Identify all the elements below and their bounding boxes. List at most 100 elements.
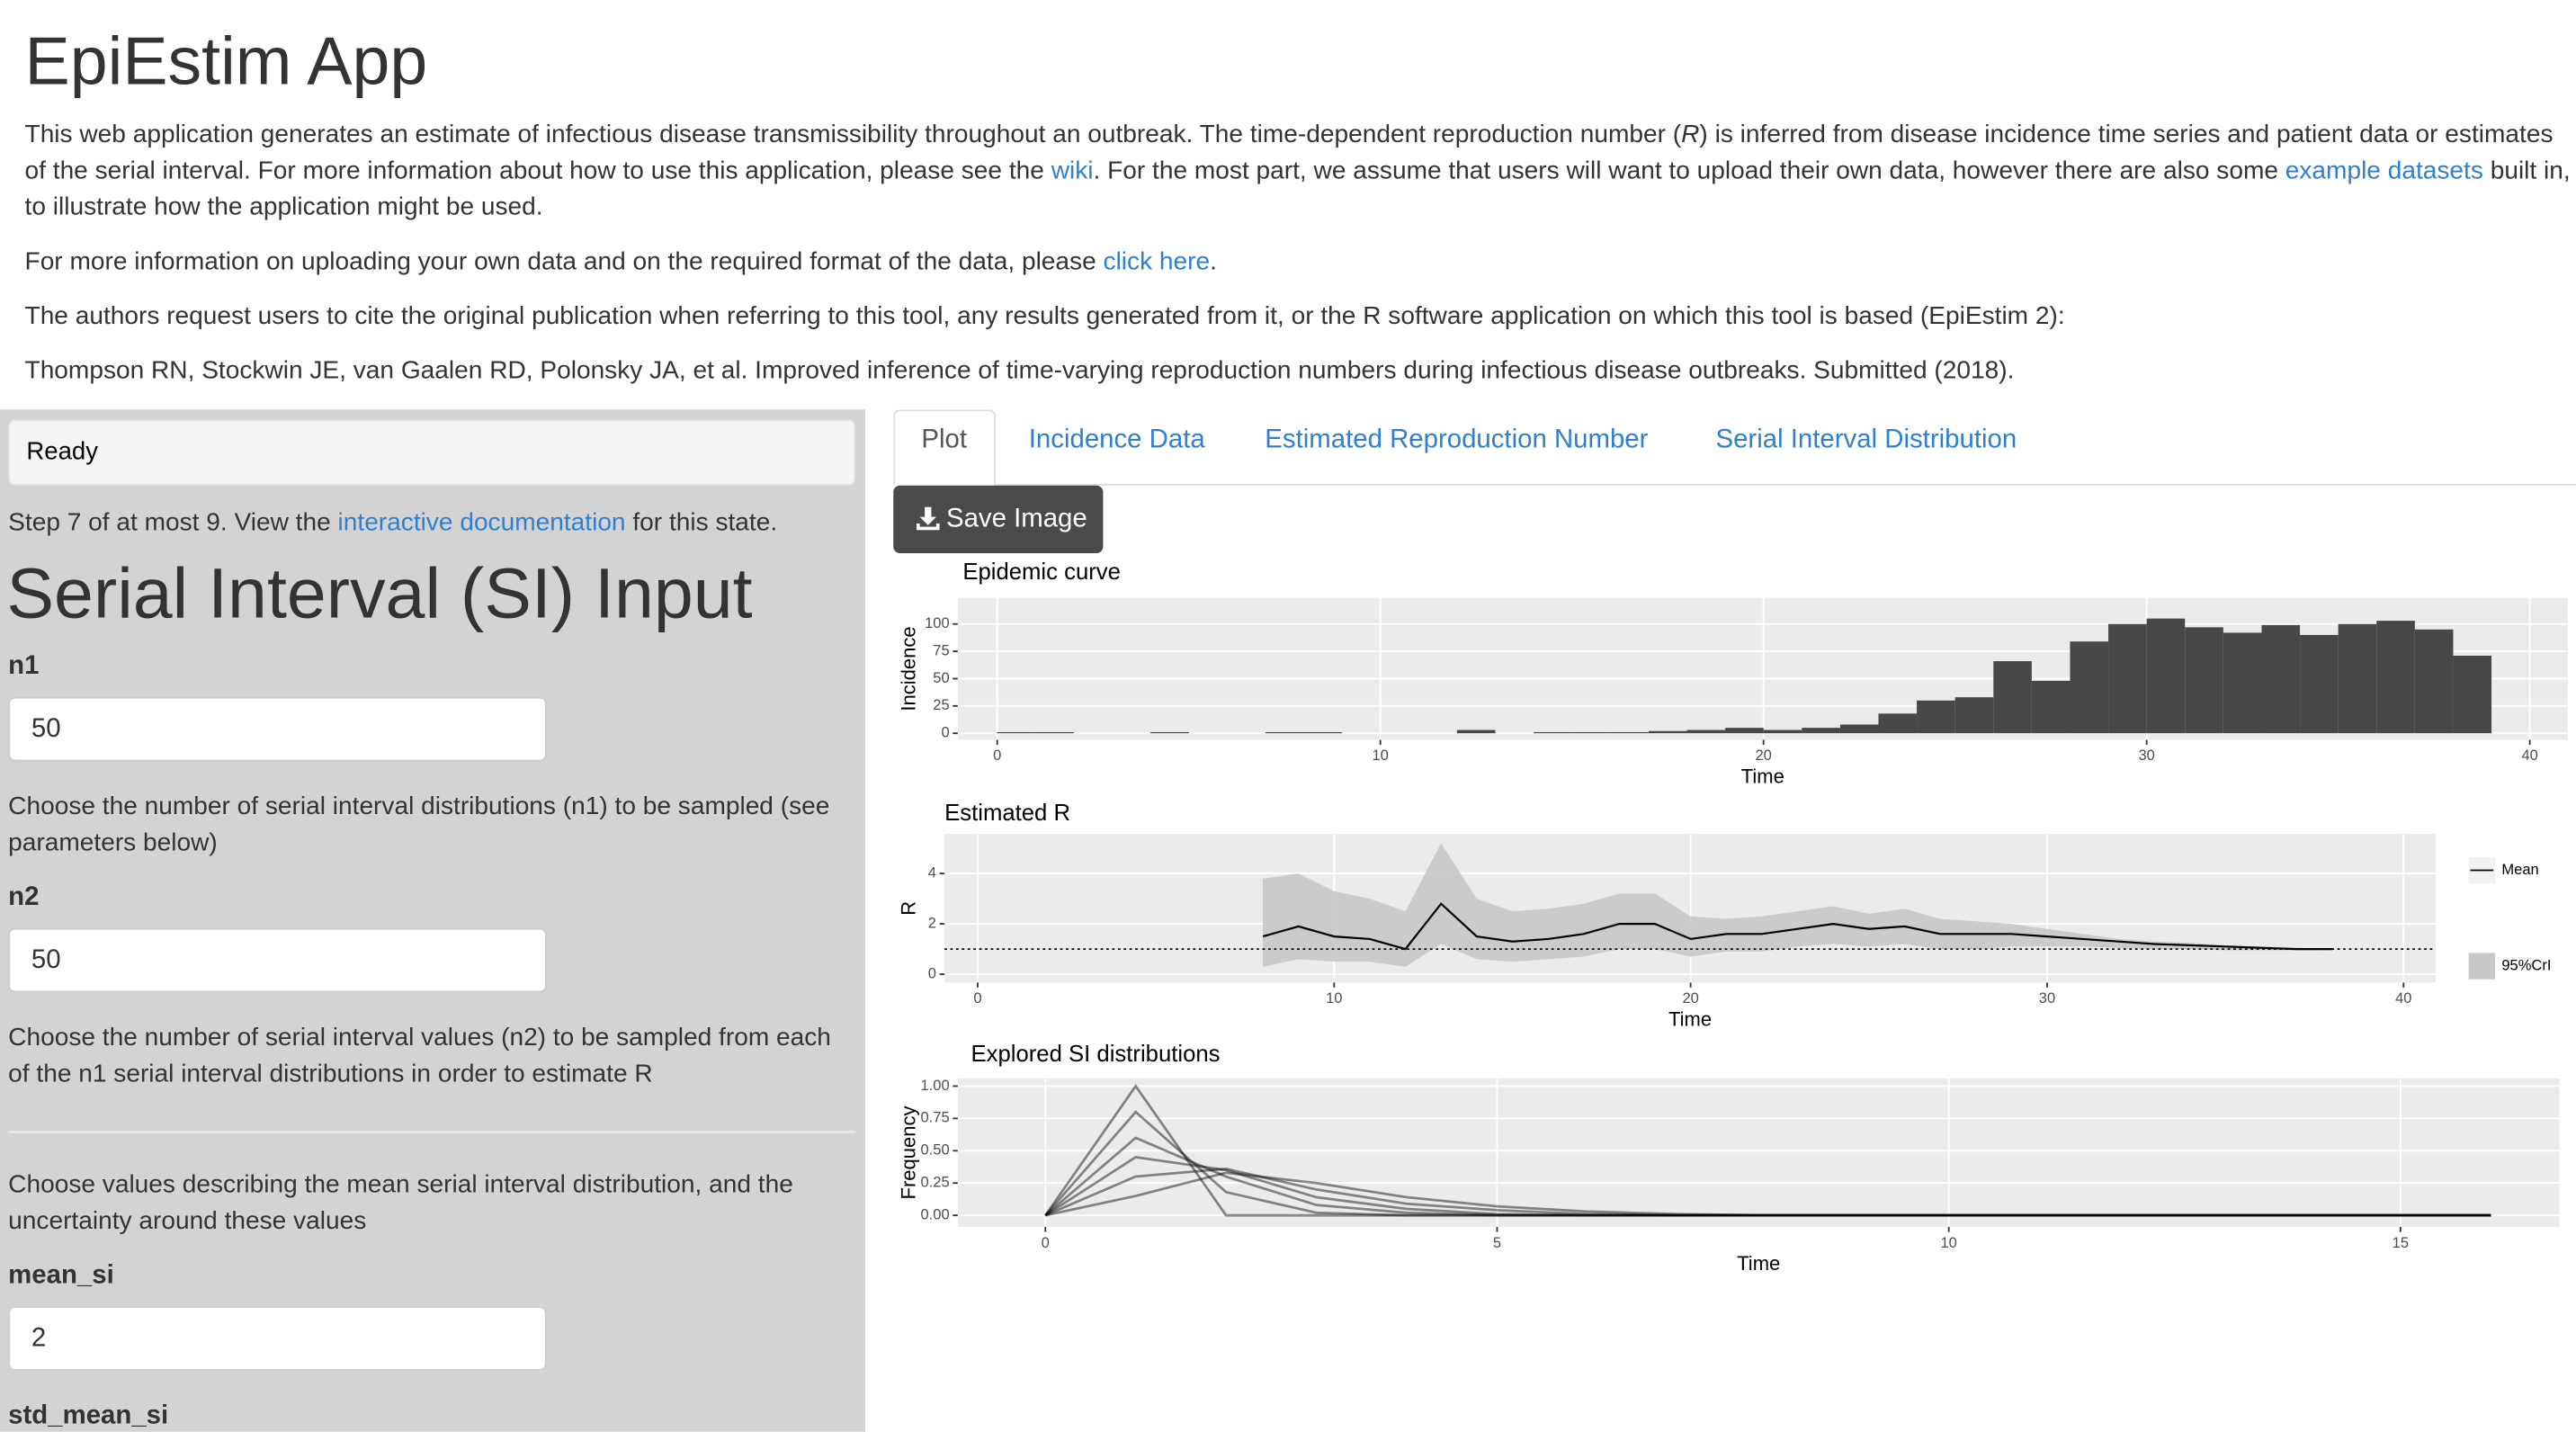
credible-band [1263, 843, 2333, 967]
field-help: Choose the number of serial interval val… [8, 1024, 831, 1088]
x-tick-label: 10 [1326, 989, 1342, 1007]
bar [2108, 623, 2147, 734]
bar [2376, 621, 2415, 734]
heading: Serial Interval (SI) Input [6, 554, 753, 634]
y-axis-label: Incidence [897, 626, 919, 711]
bar [2300, 634, 2339, 734]
tab[interactable]: Estimated Reproduction Number [1265, 425, 1649, 454]
y-tick-label: 0.50 [920, 1141, 949, 1159]
upload-info: For more information on uploading your o… [25, 245, 2576, 281]
bar [1725, 728, 1764, 734]
field-label: mean_si [8, 1261, 114, 1290]
link[interactable]: interactive documentation [337, 508, 626, 537]
bar [1456, 729, 1496, 734]
cite-request: The authors request users to cite the or… [24, 301, 2065, 331]
text: . [1210, 247, 1217, 276]
tab[interactable]: Incidence Data [1028, 425, 1205, 454]
section-help: Choose values describing the mean serial… [8, 1170, 793, 1236]
panel [957, 597, 2568, 740]
bar [2031, 680, 2071, 734]
x-tick-label: 0 [1042, 1234, 1050, 1251]
x-tick-label: 40 [2521, 747, 2537, 764]
x-tick-label: 15 [2393, 1234, 2409, 1251]
x-axis-label: Time [1741, 765, 1784, 788]
x-tick-label: 30 [2138, 747, 2154, 764]
x-tick-label: 5 [1493, 1234, 1501, 1251]
y-tick-label: 0.75 [920, 1109, 949, 1126]
line [1044, 1168, 2491, 1217]
input[interactable]: 50 [8, 696, 547, 762]
bar [1954, 697, 1994, 734]
text: This web application generates an estima… [24, 121, 1682, 149]
x-tick-label: 40 [2395, 989, 2411, 1007]
y-tick-label: 0 [941, 724, 949, 741]
text: . For the most part, we assume that user… [1093, 157, 2285, 185]
field-label: n2 [8, 883, 40, 912]
tab[interactable]: Serial Interval Distribution [1715, 425, 2017, 454]
bar [1534, 731, 1572, 734]
bar [2261, 624, 2301, 734]
panel [957, 1078, 2560, 1228]
bar [997, 731, 1036, 734]
active-tab [893, 409, 997, 486]
bar [2070, 641, 2109, 734]
bar [1839, 724, 1879, 734]
text: built in, to illustrate how the applicat… [24, 157, 2571, 222]
bar [1035, 731, 1074, 734]
legend-key [2468, 953, 2496, 980]
line [1044, 1084, 2491, 1217]
status: Ready [8, 419, 855, 486]
text: For more information on uploading your o… [24, 247, 1104, 276]
input[interactable]: 50 [8, 927, 547, 993]
panel [944, 834, 2436, 983]
y-tick-label: 0 [928, 964, 936, 981]
x-tick-label: 20 [1682, 989, 1698, 1007]
tab-line [893, 483, 2576, 486]
x-axis-label: Time [1737, 1252, 1780, 1275]
y-tick-label: 100 [925, 614, 950, 631]
legend-key [2468, 856, 2496, 884]
y-axis-label: Frequency [897, 1105, 919, 1199]
x-tick-label: 0 [973, 989, 981, 1007]
legend-label: 95%CrI [2501, 956, 2551, 973]
citation: Thompson RN, Stockwin JE, van Gaalen RD,… [24, 356, 2015, 385]
link[interactable]: click here [1103, 247, 1211, 276]
y-tick-label: 0.00 [920, 1206, 949, 1223]
bar [1303, 731, 1343, 734]
save-button[interactable]: Save Image [893, 485, 1104, 554]
bar [1802, 728, 1840, 734]
text: ) is inferred from disease incidence tim… [24, 121, 2554, 185]
y-tick-label: 1.00 [920, 1077, 949, 1094]
chart-title: Explored SI distributions [971, 1042, 1221, 1067]
text: for this state. [625, 508, 778, 537]
tab[interactable]: Plot [921, 425, 968, 454]
bar [1150, 731, 1189, 734]
bar [2338, 623, 2377, 734]
app-title: EpiEstim App [24, 22, 428, 100]
field-label: std_mean_si [8, 1401, 169, 1430]
bar [2146, 618, 2186, 734]
x-axis-label: Time [1668, 1007, 1712, 1030]
line [1044, 1136, 2491, 1217]
divider [8, 1131, 855, 1133]
y-tick-label: 4 [928, 864, 936, 881]
link[interactable]: wiki [1051, 157, 1094, 185]
legend-label: Mean [2501, 861, 2538, 878]
bar [2414, 629, 2454, 734]
bar [1571, 731, 1611, 734]
bar [1878, 713, 1918, 734]
x-tick-label: 0 [993, 747, 1001, 764]
line [1044, 1156, 2491, 1217]
bar [1917, 700, 1955, 734]
y-tick-label: 25 [933, 696, 949, 713]
intro: This web application generates an estima… [25, 117, 2576, 226]
field-help: Choose the number of serial interval dis… [8, 792, 830, 857]
line [1044, 1171, 2491, 1217]
x-tick-label: 10 [1372, 747, 1388, 764]
input[interactable]: 2 [8, 1306, 547, 1371]
bar [1648, 730, 1687, 734]
bar [2223, 632, 2262, 734]
link[interactable]: example datasets [2285, 157, 2483, 185]
chart-title: Epidemic curve [962, 559, 1121, 585]
